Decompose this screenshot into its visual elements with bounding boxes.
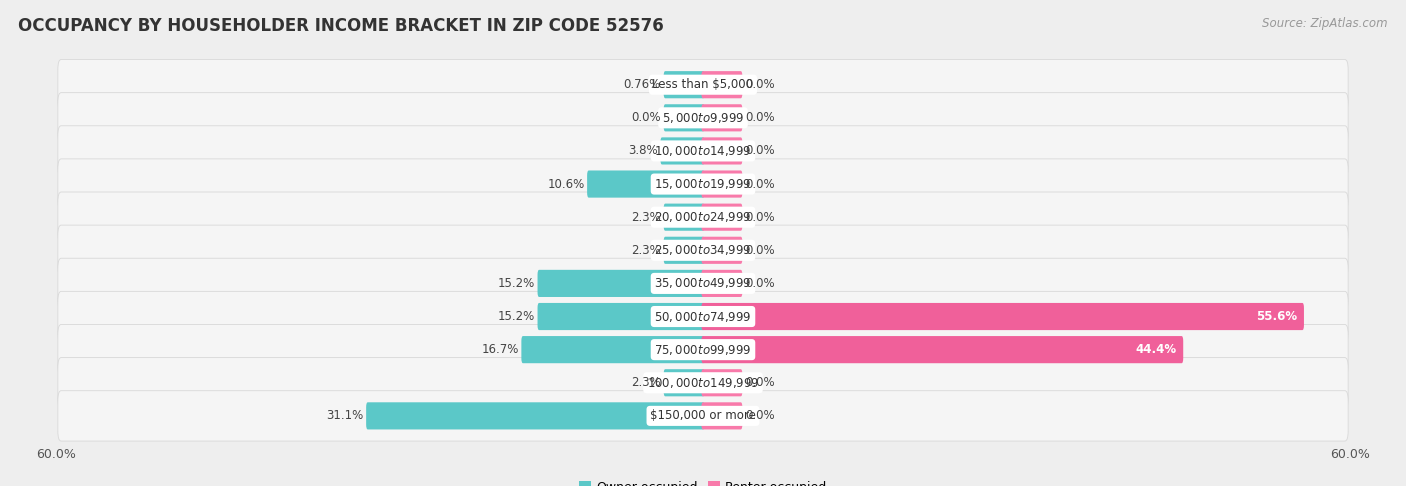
Text: $10,000 to $14,999: $10,000 to $14,999 [654,144,752,158]
Text: 2.3%: 2.3% [631,244,661,257]
Text: 0.76%: 0.76% [624,78,661,91]
Text: 0.0%: 0.0% [745,111,775,124]
Text: $25,000 to $34,999: $25,000 to $34,999 [654,243,752,257]
FancyBboxPatch shape [664,237,704,264]
FancyBboxPatch shape [702,303,1303,330]
Text: $20,000 to $24,999: $20,000 to $24,999 [654,210,752,224]
FancyBboxPatch shape [702,138,742,165]
Text: 31.1%: 31.1% [326,409,363,422]
FancyBboxPatch shape [702,237,742,264]
FancyBboxPatch shape [537,270,704,297]
Text: $150,000 or more: $150,000 or more [650,409,756,422]
Text: 0.0%: 0.0% [745,277,775,290]
Text: 55.6%: 55.6% [1256,310,1296,323]
Text: Less than $5,000: Less than $5,000 [652,78,754,91]
FancyBboxPatch shape [702,402,742,430]
FancyBboxPatch shape [537,303,704,330]
Text: 0.0%: 0.0% [745,78,775,91]
FancyBboxPatch shape [588,171,704,198]
FancyBboxPatch shape [58,391,1348,441]
FancyBboxPatch shape [58,358,1348,408]
Text: 3.8%: 3.8% [628,144,658,157]
Text: 0.0%: 0.0% [631,111,661,124]
FancyBboxPatch shape [522,336,704,363]
FancyBboxPatch shape [58,325,1348,375]
Text: $15,000 to $19,999: $15,000 to $19,999 [654,177,752,191]
Text: 0.0%: 0.0% [745,409,775,422]
FancyBboxPatch shape [702,204,742,231]
Text: 0.0%: 0.0% [745,177,775,191]
FancyBboxPatch shape [664,71,704,98]
FancyBboxPatch shape [702,71,742,98]
Text: Source: ZipAtlas.com: Source: ZipAtlas.com [1263,17,1388,30]
Text: 15.2%: 15.2% [498,277,534,290]
Text: $5,000 to $9,999: $5,000 to $9,999 [662,111,744,125]
Text: 0.0%: 0.0% [745,376,775,389]
FancyBboxPatch shape [664,104,704,131]
FancyBboxPatch shape [366,402,704,430]
Text: 0.0%: 0.0% [745,210,775,224]
Text: $75,000 to $99,999: $75,000 to $99,999 [654,343,752,357]
Text: $100,000 to $149,999: $100,000 to $149,999 [647,376,759,390]
Legend: Owner-occupied, Renter-occupied: Owner-occupied, Renter-occupied [574,475,832,486]
FancyBboxPatch shape [702,336,1184,363]
Text: 2.3%: 2.3% [631,376,661,389]
FancyBboxPatch shape [58,291,1348,342]
FancyBboxPatch shape [58,126,1348,176]
Text: 0.0%: 0.0% [745,244,775,257]
Text: OCCUPANCY BY HOUSEHOLDER INCOME BRACKET IN ZIP CODE 52576: OCCUPANCY BY HOUSEHOLDER INCOME BRACKET … [18,17,664,35]
FancyBboxPatch shape [702,104,742,131]
FancyBboxPatch shape [702,369,742,397]
FancyBboxPatch shape [664,204,704,231]
Text: 44.4%: 44.4% [1135,343,1177,356]
Text: $50,000 to $74,999: $50,000 to $74,999 [654,310,752,324]
Text: 0.0%: 0.0% [745,144,775,157]
Text: $35,000 to $49,999: $35,000 to $49,999 [654,277,752,291]
FancyBboxPatch shape [661,138,704,165]
FancyBboxPatch shape [58,225,1348,276]
FancyBboxPatch shape [58,60,1348,110]
FancyBboxPatch shape [664,369,704,397]
FancyBboxPatch shape [58,258,1348,309]
Text: 15.2%: 15.2% [498,310,534,323]
Text: 16.7%: 16.7% [481,343,519,356]
FancyBboxPatch shape [58,93,1348,143]
Text: 10.6%: 10.6% [547,177,585,191]
FancyBboxPatch shape [702,270,742,297]
Text: 2.3%: 2.3% [631,210,661,224]
FancyBboxPatch shape [702,171,742,198]
FancyBboxPatch shape [58,159,1348,209]
FancyBboxPatch shape [58,192,1348,243]
